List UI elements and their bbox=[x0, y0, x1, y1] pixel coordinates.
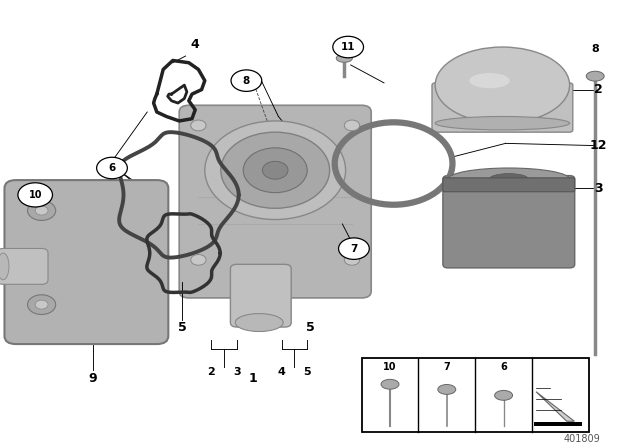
Circle shape bbox=[339, 238, 369, 259]
Ellipse shape bbox=[438, 384, 456, 394]
Circle shape bbox=[344, 120, 360, 131]
Polygon shape bbox=[536, 392, 574, 421]
FancyBboxPatch shape bbox=[230, 264, 291, 327]
Text: 3: 3 bbox=[233, 367, 241, 377]
Circle shape bbox=[18, 183, 52, 207]
Circle shape bbox=[243, 148, 307, 193]
Circle shape bbox=[28, 201, 56, 220]
Text: 9: 9 bbox=[88, 372, 97, 385]
FancyBboxPatch shape bbox=[443, 178, 575, 192]
Bar bbox=[362, 358, 589, 432]
Text: 5: 5 bbox=[306, 320, 315, 334]
Ellipse shape bbox=[448, 168, 570, 190]
Text: 4: 4 bbox=[278, 367, 285, 377]
Ellipse shape bbox=[495, 391, 513, 401]
FancyBboxPatch shape bbox=[432, 83, 573, 132]
Text: 8: 8 bbox=[591, 44, 599, 54]
Text: 2: 2 bbox=[207, 367, 215, 377]
Ellipse shape bbox=[435, 116, 570, 130]
Text: 10: 10 bbox=[28, 190, 42, 200]
Circle shape bbox=[344, 254, 360, 265]
Circle shape bbox=[35, 206, 48, 215]
Ellipse shape bbox=[205, 121, 346, 220]
Ellipse shape bbox=[0, 253, 9, 280]
Text: 4: 4 bbox=[191, 38, 200, 52]
FancyBboxPatch shape bbox=[4, 180, 168, 344]
Ellipse shape bbox=[470, 73, 510, 88]
Text: 7: 7 bbox=[350, 244, 358, 254]
Text: 8: 8 bbox=[243, 76, 250, 86]
Text: 401809: 401809 bbox=[564, 434, 601, 444]
Circle shape bbox=[333, 36, 364, 58]
Circle shape bbox=[262, 161, 288, 179]
Ellipse shape bbox=[236, 314, 284, 332]
Text: 2: 2 bbox=[594, 83, 603, 96]
Circle shape bbox=[191, 254, 206, 265]
FancyBboxPatch shape bbox=[443, 176, 575, 268]
Ellipse shape bbox=[435, 47, 570, 123]
Text: 6: 6 bbox=[108, 163, 116, 173]
Text: 7: 7 bbox=[444, 362, 450, 372]
FancyBboxPatch shape bbox=[179, 105, 371, 298]
Bar bbox=[534, 422, 582, 426]
Circle shape bbox=[221, 132, 330, 208]
Circle shape bbox=[191, 120, 206, 131]
Ellipse shape bbox=[337, 54, 353, 62]
Text: 3: 3 bbox=[594, 181, 603, 195]
Text: 10: 10 bbox=[383, 362, 397, 372]
Circle shape bbox=[97, 157, 127, 179]
Text: 6: 6 bbox=[500, 362, 507, 372]
Ellipse shape bbox=[381, 379, 399, 389]
Text: 12: 12 bbox=[589, 139, 607, 152]
Text: 5: 5 bbox=[178, 320, 187, 334]
Text: 1: 1 bbox=[248, 372, 257, 385]
FancyBboxPatch shape bbox=[0, 249, 48, 284]
Circle shape bbox=[231, 70, 262, 91]
Text: 5: 5 bbox=[303, 367, 311, 377]
Circle shape bbox=[35, 300, 48, 309]
Text: 11: 11 bbox=[341, 42, 355, 52]
Ellipse shape bbox=[489, 173, 529, 185]
Ellipse shape bbox=[586, 71, 604, 81]
Circle shape bbox=[28, 295, 56, 314]
